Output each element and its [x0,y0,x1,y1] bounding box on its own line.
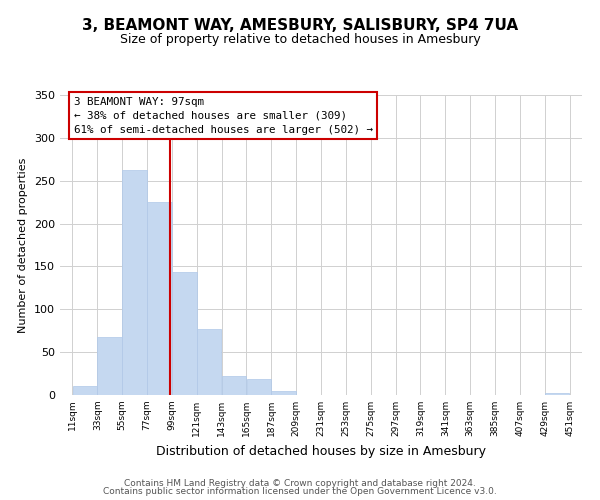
Bar [545,394,569,395]
X-axis label: Distribution of detached houses by size in Amesbury: Distribution of detached houses by size … [156,444,486,458]
Text: 3 BEAMONT WAY: 97sqm
← 38% of detached houses are smaller (309)
61% of semi-deta: 3 BEAMONT WAY: 97sqm ← 38% of detached h… [74,96,373,134]
Y-axis label: Number of detached properties: Number of detached properties [19,158,28,332]
Bar [97,336,122,395]
Bar [247,378,271,395]
Text: Contains HM Land Registry data © Crown copyright and database right 2024.: Contains HM Land Registry data © Crown c… [124,478,476,488]
Text: Contains public sector information licensed under the Open Government Licence v3: Contains public sector information licen… [103,487,497,496]
Text: 3, BEAMONT WAY, AMESBURY, SALISBURY, SP4 7UA: 3, BEAMONT WAY, AMESBURY, SALISBURY, SP4… [82,18,518,32]
Bar [271,390,296,395]
Bar [172,272,197,395]
Bar [222,376,246,395]
Bar [197,329,221,395]
Bar [147,202,172,395]
Bar [73,386,97,395]
Bar [122,170,147,395]
Text: Size of property relative to detached houses in Amesbury: Size of property relative to detached ho… [119,32,481,46]
